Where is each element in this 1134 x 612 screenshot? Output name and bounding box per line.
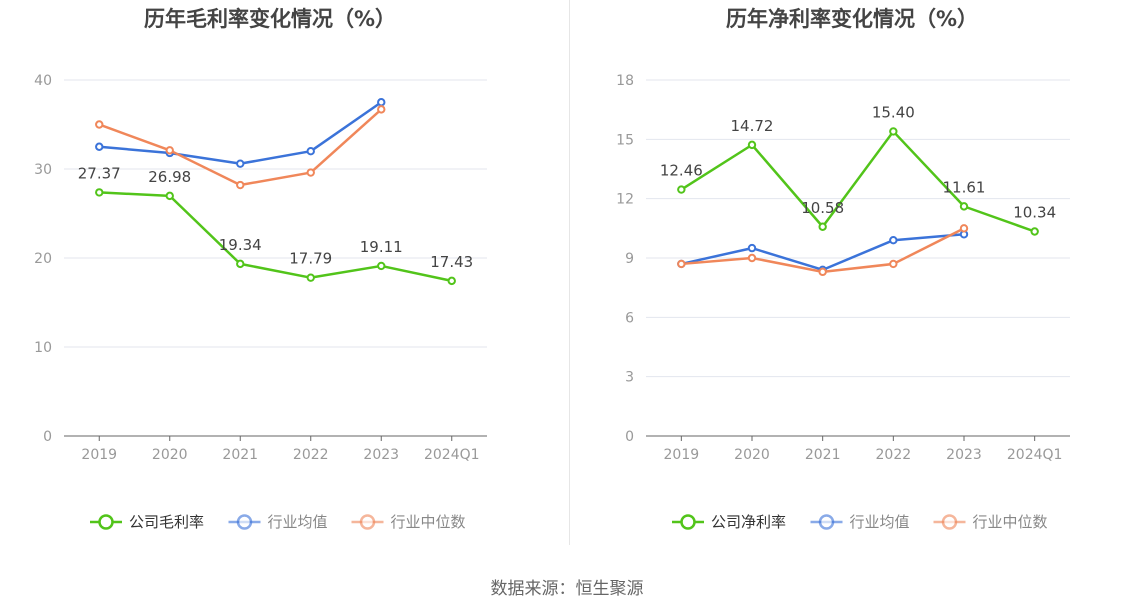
y-tick-label: 6 bbox=[625, 310, 634, 326]
data-point-industry_median bbox=[747, 253, 757, 263]
x-tick-label: 2024Q1 bbox=[424, 447, 480, 463]
data-point-company bbox=[1030, 227, 1039, 236]
data-label: 10.58 bbox=[801, 199, 844, 217]
data-point-industry_avg bbox=[236, 159, 245, 168]
legend-label-industry_avg: 行业均值 bbox=[850, 513, 910, 531]
data-point-company bbox=[747, 140, 757, 150]
series-line-company bbox=[680, 130, 1036, 233]
data-label: 17.43 bbox=[430, 253, 473, 271]
y-tick-label: 15 bbox=[616, 132, 634, 148]
x-tick-label: 2022 bbox=[293, 447, 329, 463]
data-point-industry_median bbox=[95, 120, 104, 129]
data-point-industry_median bbox=[236, 180, 245, 190]
data-label: 26.98 bbox=[148, 168, 191, 186]
x-tick-label: 2021 bbox=[222, 447, 258, 463]
data-source: 数据来源：恒生聚源 bbox=[490, 579, 644, 599]
x-tick-label: 2021 bbox=[805, 447, 841, 463]
data-label: 19.34 bbox=[219, 236, 262, 254]
panel-divider bbox=[569, 0, 570, 545]
y-tick-label: 40 bbox=[34, 73, 52, 89]
data-point-industry_avg bbox=[306, 147, 315, 156]
x-tick-label: 2020 bbox=[734, 447, 770, 463]
data-point-industry_median bbox=[677, 259, 686, 269]
data-point-company bbox=[377, 261, 386, 271]
legend-label-industry_avg: 行业均值 bbox=[268, 513, 328, 531]
legend-marker-company bbox=[680, 514, 696, 530]
legend-marker-company bbox=[98, 514, 114, 530]
series-line-industry_avg bbox=[681, 233, 965, 272]
data-label: 17.79 bbox=[289, 250, 332, 268]
data-point-industry_median bbox=[959, 224, 969, 233]
data-point-industry_median bbox=[165, 146, 174, 155]
chart-title-1: 历年毛利率变化情况（%） bbox=[144, 7, 396, 31]
legend-marker-industry_avg bbox=[236, 514, 253, 530]
data-point-industry_avg bbox=[889, 236, 898, 245]
series-line-industry_median bbox=[681, 227, 965, 274]
series-line-industry_median bbox=[98, 108, 383, 187]
x-tick-label: 2024Q1 bbox=[1007, 447, 1063, 463]
y-tick-label: 3 bbox=[625, 370, 634, 386]
data-point-company bbox=[306, 273, 315, 282]
data-point-industry_median bbox=[306, 168, 315, 177]
y-tick-label: 9 bbox=[625, 251, 634, 267]
data-label: 15.40 bbox=[872, 103, 915, 121]
data-point-company bbox=[165, 191, 174, 201]
legend-label-industry_median: 行业中位数 bbox=[973, 513, 1048, 531]
x-tick-label: 2020 bbox=[152, 447, 188, 463]
data-point-industry_avg bbox=[747, 243, 757, 253]
chart-title-2: 历年净利率变化情况（%） bbox=[726, 7, 978, 31]
legend-label-industry_median: 行业中位数 bbox=[391, 513, 466, 531]
y-tick-label: 20 bbox=[34, 251, 52, 267]
data-point-industry_median bbox=[377, 105, 386, 114]
data-point-industry_avg bbox=[95, 142, 104, 151]
data-point-company bbox=[818, 222, 827, 231]
legend-label-company: 公司净利率 bbox=[711, 513, 786, 531]
data-point-company bbox=[236, 259, 245, 269]
data-point-industry_avg bbox=[377, 98, 386, 107]
data-label: 19.11 bbox=[360, 238, 403, 256]
y-tick-label: 0 bbox=[43, 429, 52, 445]
series-line-industry_avg bbox=[99, 101, 382, 165]
y-tick-label: 10 bbox=[34, 340, 52, 356]
x-tick-label: 2019 bbox=[664, 447, 700, 463]
x-tick-label: 2023 bbox=[946, 447, 982, 463]
data-point-industry_median bbox=[889, 259, 898, 269]
series-line-company bbox=[99, 191, 453, 283]
x-tick-label: 2023 bbox=[363, 447, 399, 463]
data-point-industry_median bbox=[818, 267, 827, 277]
data-label: 10.34 bbox=[1013, 203, 1056, 221]
data-label: 27.37 bbox=[78, 164, 121, 182]
data-label: 12.46 bbox=[660, 162, 703, 180]
legend-marker-industry_median bbox=[941, 514, 958, 530]
legend-marker-industry_avg bbox=[818, 514, 835, 530]
y-tick-label: 12 bbox=[616, 192, 634, 208]
x-tick-label: 2022 bbox=[876, 447, 912, 463]
data-label: 14.72 bbox=[731, 117, 774, 135]
data-point-company bbox=[95, 188, 104, 197]
legend-marker-industry_median bbox=[359, 514, 376, 530]
y-tick-label: 0 bbox=[625, 429, 634, 445]
data-point-company bbox=[447, 276, 456, 286]
x-tick-label: 2019 bbox=[81, 447, 117, 463]
data-point-company bbox=[677, 185, 686, 194]
y-tick-label: 18 bbox=[616, 73, 634, 89]
data-point-company bbox=[889, 127, 898, 136]
y-tick-label: 30 bbox=[34, 162, 52, 178]
data-label: 11.61 bbox=[943, 178, 986, 196]
legend-label-company: 公司毛利率 bbox=[129, 513, 204, 531]
data-point-company bbox=[959, 202, 969, 211]
